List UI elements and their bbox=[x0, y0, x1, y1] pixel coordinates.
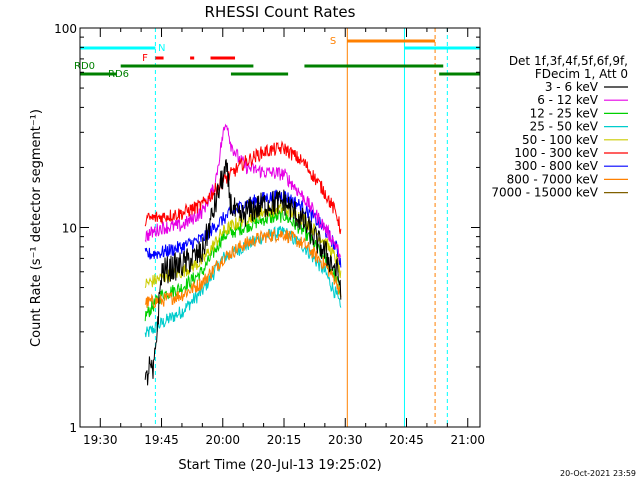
chart-title: RHESSI Count Rates bbox=[205, 3, 356, 21]
legend-label-8: 800 - 7000 keV bbox=[507, 172, 599, 186]
legend-label-7: 300 - 800 keV bbox=[514, 159, 598, 173]
y-tick-label: 10 bbox=[62, 222, 77, 236]
legend-label-5: 50 - 100 keV bbox=[522, 133, 599, 147]
flag-label-s: S bbox=[330, 36, 336, 47]
x-axis-label: Start Time (20-Jul-13 19:25:02) bbox=[178, 458, 381, 473]
x-tick-label: 21:00 bbox=[450, 433, 485, 447]
y-tick-label: 1 bbox=[69, 421, 77, 435]
legend-label-6: 100 - 300 keV bbox=[514, 146, 598, 160]
series-line-6 bbox=[144, 140, 342, 235]
flag-label-f: F bbox=[142, 53, 148, 64]
series-line-1 bbox=[144, 159, 342, 386]
legend-label-3: 12 - 25 keV bbox=[530, 106, 599, 120]
series-line-8 bbox=[144, 229, 342, 308]
x-tick-label: 20:15 bbox=[267, 433, 302, 447]
flag-label-rd0: RD0 bbox=[74, 61, 95, 72]
y-axis-label: Count Rate (s⁻¹ detector segment⁻¹) bbox=[29, 109, 44, 347]
x-tick-label: 19:45 bbox=[144, 433, 179, 447]
legend-header-line-2: FDecim 1, Att 0 bbox=[535, 67, 628, 81]
series-line-4 bbox=[144, 225, 342, 338]
y-tick-label: 100 bbox=[54, 22, 77, 36]
x-tick-label: 20:45 bbox=[389, 433, 424, 447]
flag-label-n: N bbox=[158, 43, 165, 54]
flag-label-rd6: RD6 bbox=[108, 69, 129, 80]
legend-label-9: 7000 - 15000 keV bbox=[491, 186, 598, 200]
axes: 1 10 100 19:30 19:45 20:00 20:15 20:30 20:45 21:0… bbox=[54, 22, 485, 447]
x-tick-label: 20:30 bbox=[328, 433, 363, 447]
footer-timestamp: 20-Oct-2021 23:59 bbox=[560, 469, 636, 478]
legend-label-1: 3 - 6 keV bbox=[545, 80, 599, 94]
series-line-2 bbox=[144, 123, 342, 261]
legend-label-4: 25 - 50 keV bbox=[530, 120, 599, 134]
legend-label-2: 6 - 12 keV bbox=[537, 93, 599, 107]
x-tick-label: 19:30 bbox=[83, 433, 118, 447]
series-line-3 bbox=[144, 206, 342, 322]
plot-area: NF S RD0 RD6 bbox=[74, 28, 480, 427]
x-tick-label: 20:00 bbox=[205, 433, 240, 447]
legend-header-line-1: Det 1f,3f,4f,5f,6f,9f, bbox=[509, 54, 628, 68]
